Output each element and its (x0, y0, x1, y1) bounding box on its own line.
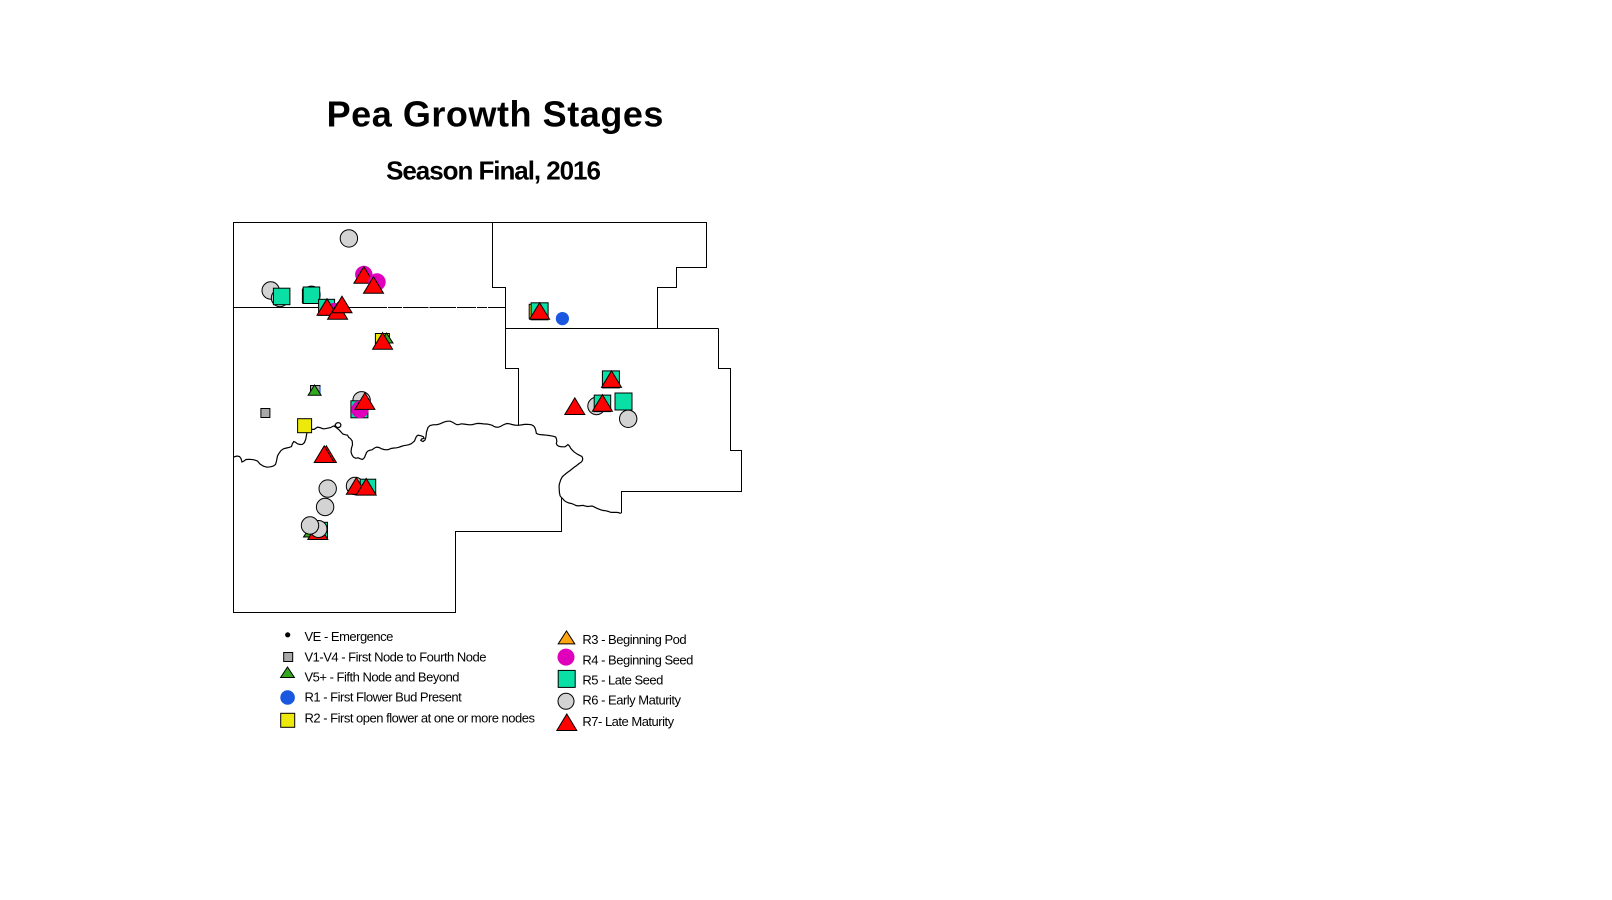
svg-text:Pea Growth Stages: Pea Growth Stages (327, 93, 664, 134)
svg-text:V5+ - Fifth Node and Beyond: V5+ - Fifth Node and Beyond (305, 670, 460, 685)
svg-text:R2 - First open flower at one: R2 - First open flower at one or more no… (305, 710, 536, 725)
svg-text:R4 - Beginning Seed: R4 - Beginning Seed (582, 653, 693, 668)
svg-text:R1 - First Flower Bud Present: R1 - First Flower Bud Present (305, 690, 463, 705)
svg-text:R5 - Late Seed: R5 - Late Seed (582, 673, 663, 688)
svg-text:Season Final, 2016: Season Final, 2016 (386, 156, 600, 186)
svg-text:V1-V4 - First Node to Fourth N: V1-V4 - First Node to Fourth Node (305, 649, 487, 664)
svg-text:R3 - Beginning Pod: R3 - Beginning Pod (582, 632, 686, 647)
svg-text:VE - Emergence: VE - Emergence (305, 629, 394, 644)
svg-text:R6 - Early Maturity: R6 - Early Maturity (582, 693, 681, 708)
svg-text:R7- Late Maturity: R7- Late Maturity (582, 714, 674, 729)
